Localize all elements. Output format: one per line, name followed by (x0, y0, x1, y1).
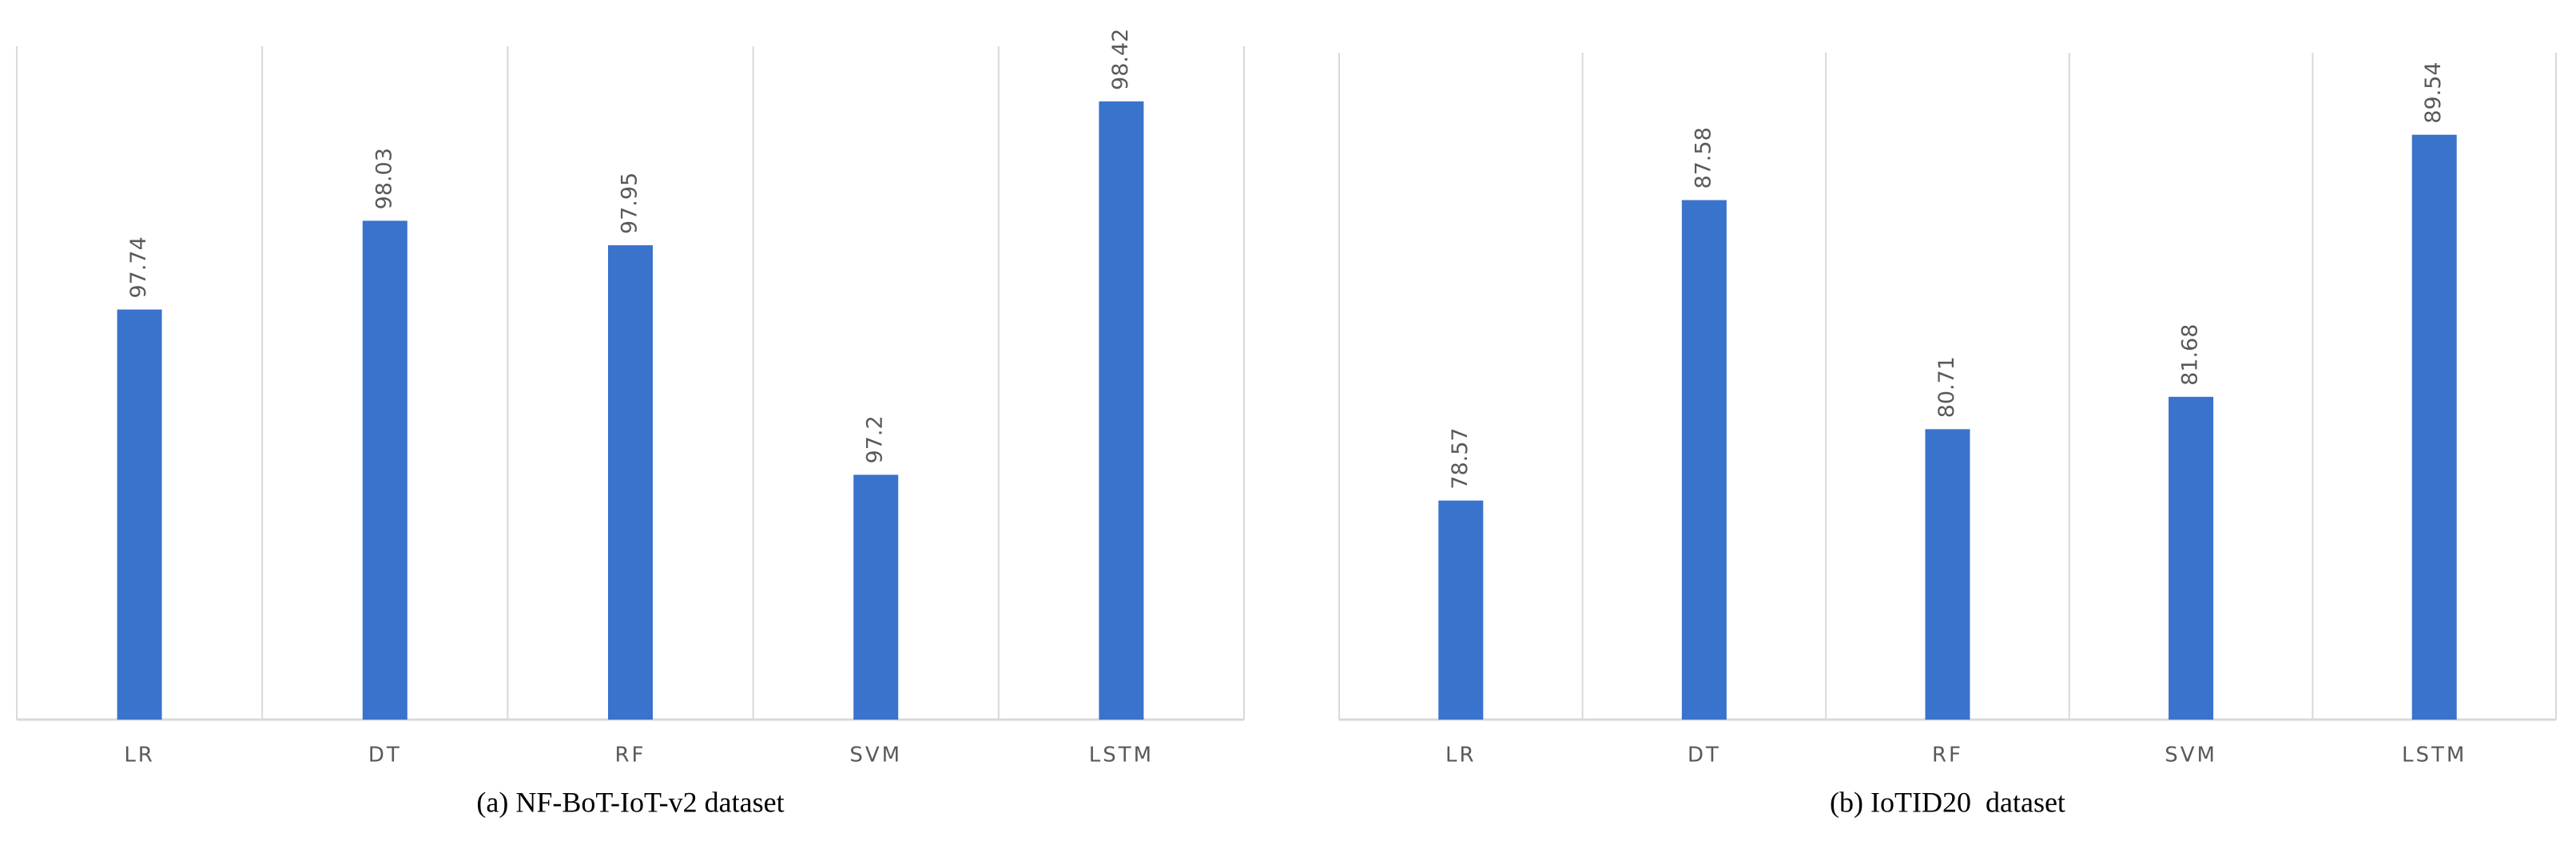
bar (1099, 101, 1144, 720)
bar (1681, 200, 1727, 720)
bar (853, 474, 899, 720)
x-tick-label: LR (1445, 744, 1477, 768)
value-label: 81.68 (2178, 324, 2203, 386)
chart-caption: (a) NF-BoT-IoT-v2 dataset (476, 786, 784, 818)
value-label: 98.42 (1108, 29, 1133, 90)
x-tick-label: LR (124, 744, 155, 768)
x-tick-label: RF (1932, 744, 1963, 768)
value-label: 78.57 (1448, 427, 1473, 489)
value-label: 97.2 (863, 415, 888, 463)
value-label: 97.74 (126, 236, 151, 298)
x-tick-label: RF (614, 744, 646, 768)
x-tick-label: SVM (2165, 744, 2217, 768)
x-tick-label: DT (1688, 744, 1721, 768)
value-label: 89.54 (2421, 61, 2446, 123)
bar (2169, 396, 2214, 720)
chart-caption: (b) IoTID20 dataset (1830, 786, 2065, 818)
bar (362, 220, 407, 720)
bar (608, 245, 653, 720)
value-label: 87.58 (1691, 127, 1715, 188)
bar (117, 309, 162, 720)
x-tick-label: SVM (849, 744, 902, 768)
bar (2411, 134, 2457, 720)
x-tick-label: LSTM (1089, 744, 1154, 768)
bar (1925, 429, 1970, 720)
bar (1438, 500, 1484, 720)
x-tick-label: LSTM (2402, 744, 2467, 768)
x-tick-label: DT (368, 744, 402, 768)
value-label: 97.95 (618, 173, 642, 234)
value-label: 98.03 (372, 148, 396, 209)
value-label: 80.71 (1934, 356, 1959, 418)
